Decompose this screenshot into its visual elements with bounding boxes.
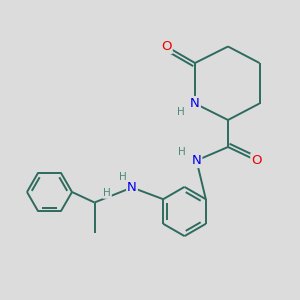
Text: N: N	[192, 154, 201, 167]
Text: H: H	[177, 107, 184, 117]
Text: N: N	[127, 181, 137, 194]
Text: H: H	[103, 188, 111, 198]
Text: H: H	[178, 147, 186, 157]
Text: O: O	[161, 40, 172, 53]
Text: H: H	[119, 172, 127, 182]
Text: O: O	[251, 154, 262, 167]
Text: N: N	[190, 97, 200, 110]
